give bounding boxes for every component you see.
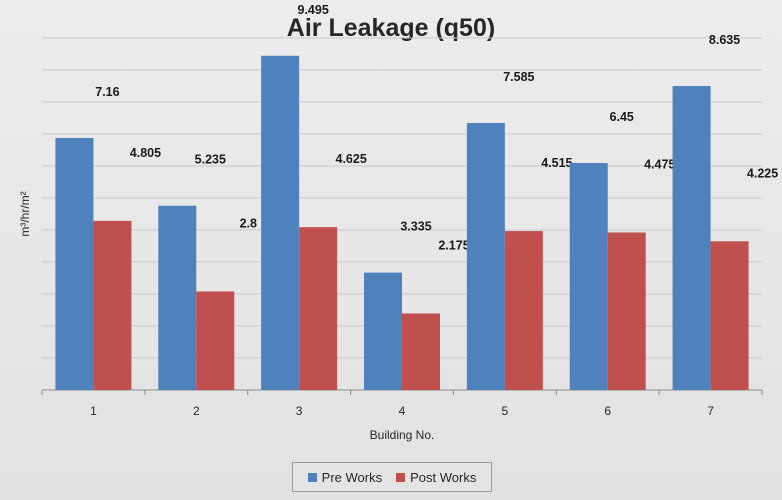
data-label-post-works-4: 2.175 (438, 238, 469, 252)
bar-post-works-5 (504, 231, 543, 390)
data-label-post-works-2: 2.8 (240, 216, 257, 230)
bar-post-works-2 (196, 291, 235, 390)
x-tick-label-7: 7 (707, 404, 714, 418)
data-label-pre-works-1: 7.16 (95, 85, 119, 99)
data-label-post-works-3: 4.625 (336, 152, 367, 166)
bar-post-works-1 (93, 220, 132, 390)
bar-post-works-6 (607, 232, 646, 390)
legend: Pre Works Post Works (292, 462, 492, 492)
bar-post-works-7 (710, 241, 749, 390)
bar-pre-works-7 (672, 86, 711, 390)
data-label-pre-works-2: 5.235 (195, 153, 226, 167)
bar-pre-works-2 (158, 205, 197, 390)
legend-item-pre-works: Pre Works (307, 469, 383, 485)
x-tick-label-4: 4 (399, 404, 406, 418)
x-tick-label-5: 5 (502, 404, 509, 418)
x-tick-label-2: 2 (193, 404, 200, 418)
y-axis-title: m³/hr/m² (18, 191, 32, 236)
legend-label-post-works: Post Works (410, 469, 477, 485)
legend-swatch-post-works (396, 472, 406, 482)
legend-swatch-pre-works (307, 472, 317, 482)
bar-pre-works-4 (364, 272, 402, 390)
bar-pre-works-6 (569, 162, 608, 390)
data-label-post-works-7: 4.225 (747, 166, 778, 180)
data-label-post-works-1: 4.805 (130, 146, 161, 160)
bar-pre-works-5 (466, 123, 505, 391)
x-tick-label-6: 6 (604, 404, 611, 418)
legend-item-post-works: Post Works (396, 470, 476, 485)
x-tick-label-1: 1 (90, 404, 97, 418)
chart-title: Air Leakage (q50) (286, 14, 496, 42)
x-tick-label-3: 3 (296, 404, 303, 418)
data-label-post-works-5: 4.515 (541, 156, 572, 170)
data-label-post-works-6: 4.475 (644, 157, 675, 171)
legend-label-pre-works: Pre Works (321, 469, 383, 485)
x-axis-title: Building No. (370, 428, 435, 442)
data-label-pre-works-7: 8.635 (709, 33, 740, 47)
data-label-pre-works-4: 3.335 (400, 220, 431, 234)
bar-pre-works-1 (55, 137, 94, 390)
data-label-pre-works-5: 7.585 (503, 70, 534, 84)
data-label-pre-works-6: 6.45 (610, 110, 634, 124)
data-label-pre-works-3: 9.495 (298, 3, 329, 17)
bar-pre-works-3 (261, 55, 300, 390)
bar-post-works-4 (402, 313, 440, 390)
bar-post-works-3 (299, 227, 338, 390)
